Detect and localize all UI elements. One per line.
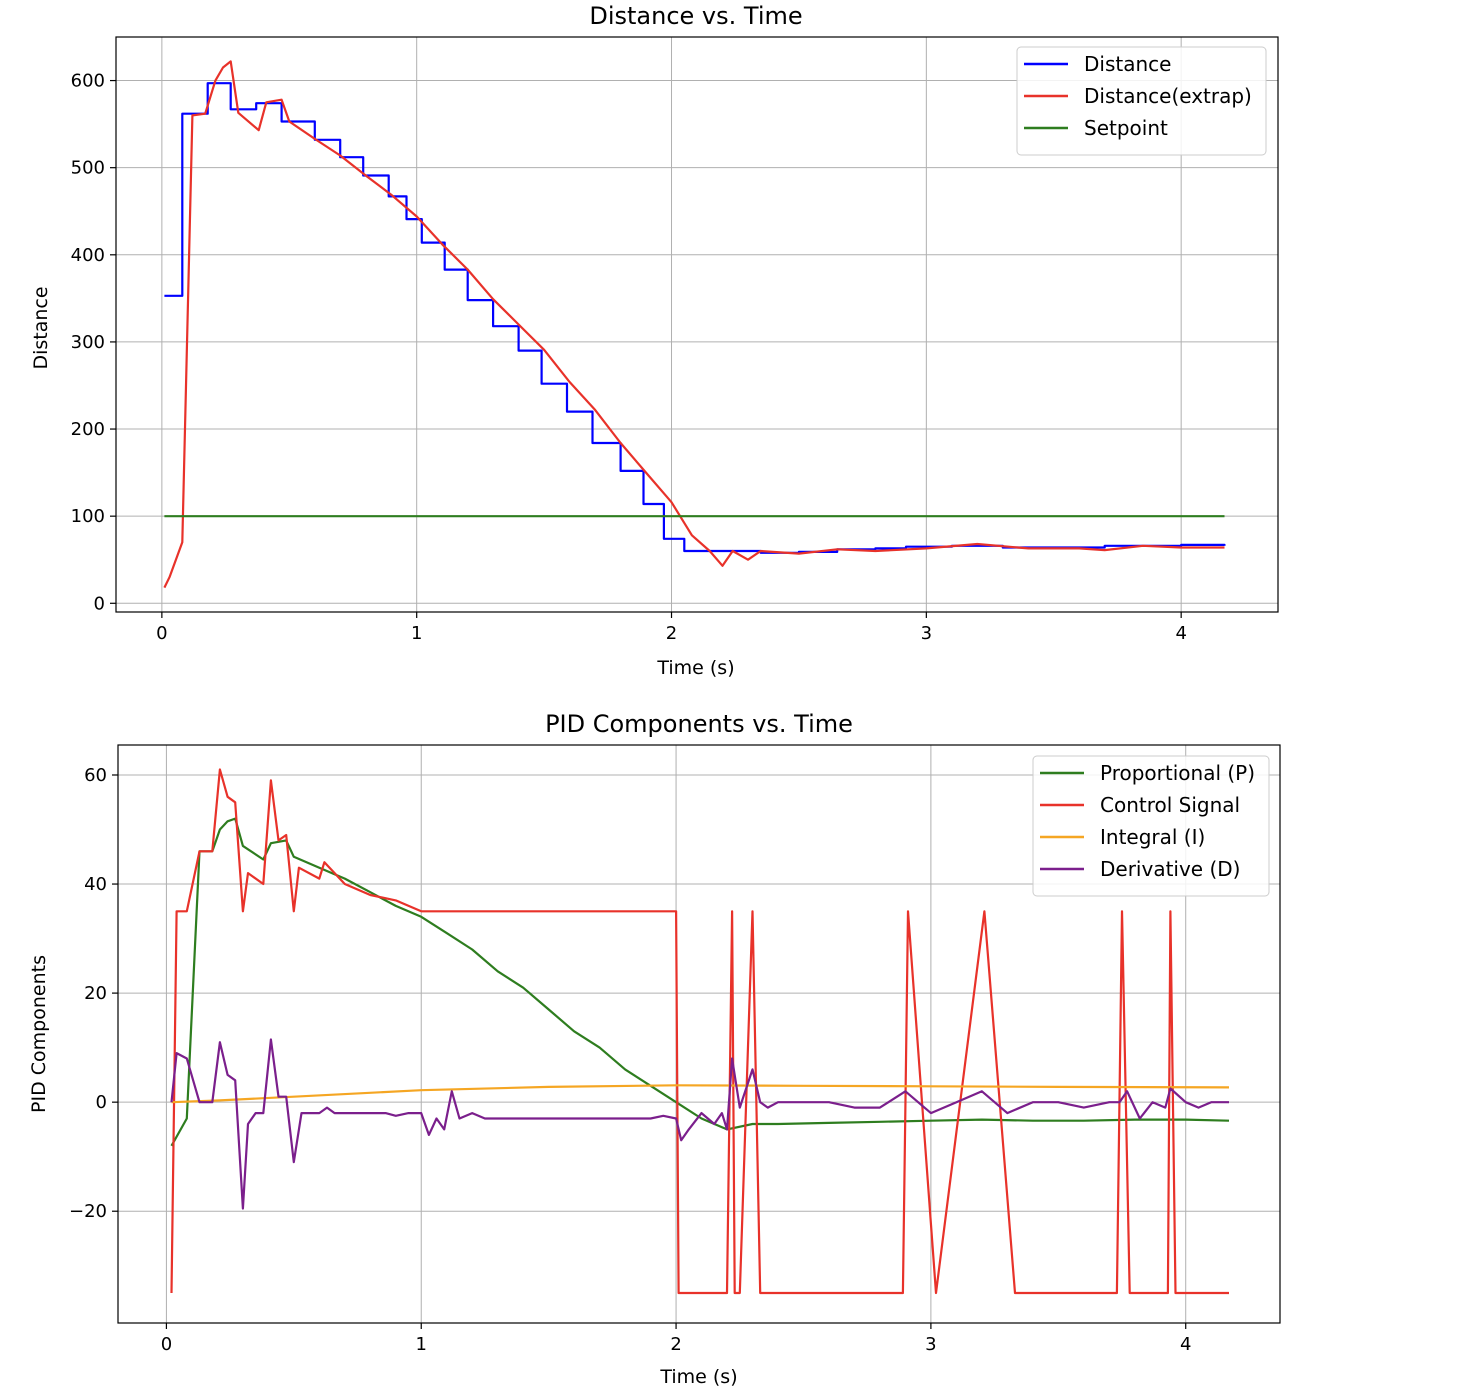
distance-chart-plot-frame (115, 36, 1279, 613)
pid-chart-title: PID Components vs. Time (545, 710, 853, 738)
series-line-distance (164, 82, 1226, 554)
legend-box (1032, 755, 1270, 897)
y-tick-label: 600 (71, 71, 105, 92)
pid-chart-ticks: 0 1 2 3 4 −20 0 20 40 60 (69, 765, 1191, 1355)
series-line-integral-i (171, 1084, 1230, 1104)
pid-chart-legend: Proportional (P) Control Signal Integral (… (1032, 755, 1270, 897)
pid-chart-plot-frame (117, 744, 1281, 1324)
x-tick-label: 4 (1175, 623, 1186, 644)
y-tick-label: 200 (71, 419, 105, 440)
distance-chart-series (163, 60, 1226, 589)
pid-chart-ylabel: PID Components (28, 955, 50, 1113)
legend-label-derivative-d: Derivative (D) (1100, 857, 1240, 881)
y-tick-label: 60 (84, 765, 107, 786)
y-tick-label: 400 (71, 245, 105, 266)
legend-label-control-signal: Control Signal (1100, 793, 1240, 817)
x-tick-label: 1 (416, 1334, 427, 1355)
distance-chart: Distance vs. Time 0 1 2 3 4 0 100 200 300 400 500 6… (30, 2, 1279, 679)
legend-label-distance: Distance (1084, 52, 1171, 76)
x-tick-label: 4 (1180, 1334, 1191, 1355)
y-tick-label: 0 (94, 593, 105, 614)
distance-chart-legend: Distance Distance(extrap) Setpoint (1016, 46, 1267, 156)
distance-chart-title: Distance vs. Time (589, 2, 802, 30)
y-tick-label: 20 (84, 983, 107, 1004)
y-tick-label: −20 (69, 1201, 107, 1222)
pid-chart: PID Components vs. Time 0 1 2 3 4−200204060 … (28, 710, 1281, 1388)
legend-box (1016, 46, 1267, 156)
y-tick-label: 500 (71, 158, 105, 179)
x-tick-label: 2 (666, 623, 677, 644)
y-tick-label: 100 (71, 506, 105, 527)
series-line-derivative-d (170, 1038, 1229, 1210)
x-tick-label: 0 (156, 623, 167, 644)
distance-chart-xlabel: Time (s) (656, 657, 734, 679)
x-tick-label: 3 (921, 623, 932, 644)
x-tick-label: 3 (925, 1334, 936, 1355)
x-tick-label: 2 (670, 1334, 681, 1355)
series-line-control-signal (170, 768, 1229, 1295)
series-line-distance-extrap (163, 60, 1225, 589)
distance-chart-ylabel: Distance (30, 286, 52, 369)
pid-chart-series (170, 768, 1230, 1295)
y-tick-label: 300 (71, 332, 105, 353)
x-tick-label: 1 (411, 623, 422, 644)
y-tick-label: 40 (84, 874, 107, 895)
x-tick-label: 0 (161, 1334, 172, 1355)
distance-chart-ticks: 0 1 2 3 4 0 100 200 300 400 500 600 (71, 71, 1187, 644)
pid-chart-xlabel: Time (s) (659, 1366, 737, 1388)
legend-label-proportional-p: Proportional (P) (1100, 761, 1255, 785)
legend-label-integral-i: Integral (I) (1100, 825, 1205, 849)
legend-label-setpoint: Setpoint (1084, 116, 1168, 140)
y-tick-label: 0 (96, 1092, 107, 1113)
legend-label-distance-extrap: Distance(extrap) (1084, 84, 1252, 108)
